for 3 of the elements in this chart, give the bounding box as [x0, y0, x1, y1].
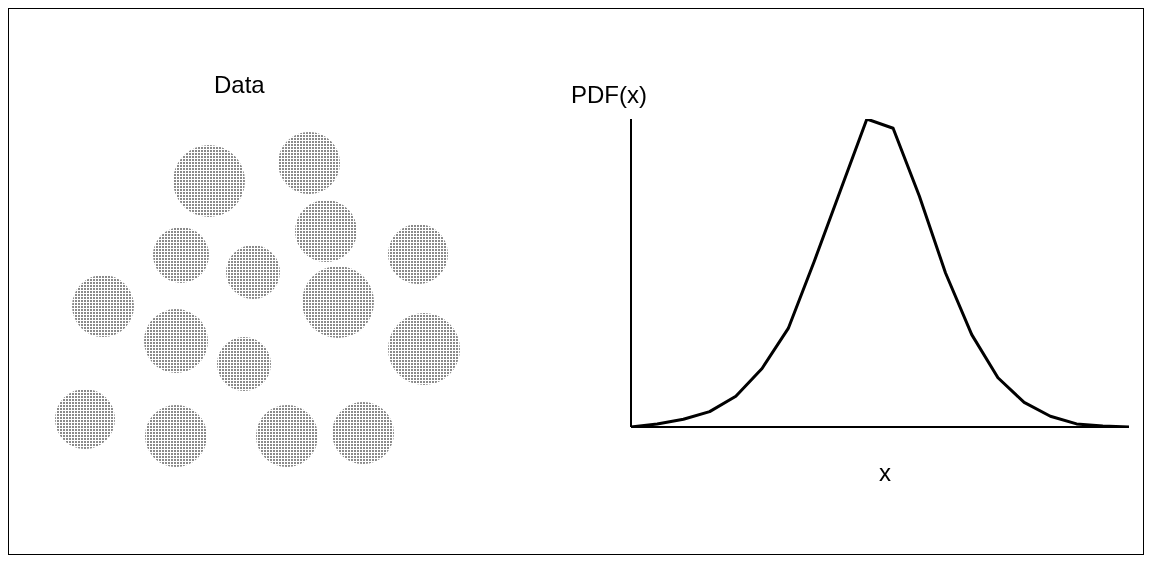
- y-axis-title: PDF(x): [571, 81, 647, 109]
- text: Data: [214, 71, 265, 99]
- x-axis-title: x: [879, 459, 891, 487]
